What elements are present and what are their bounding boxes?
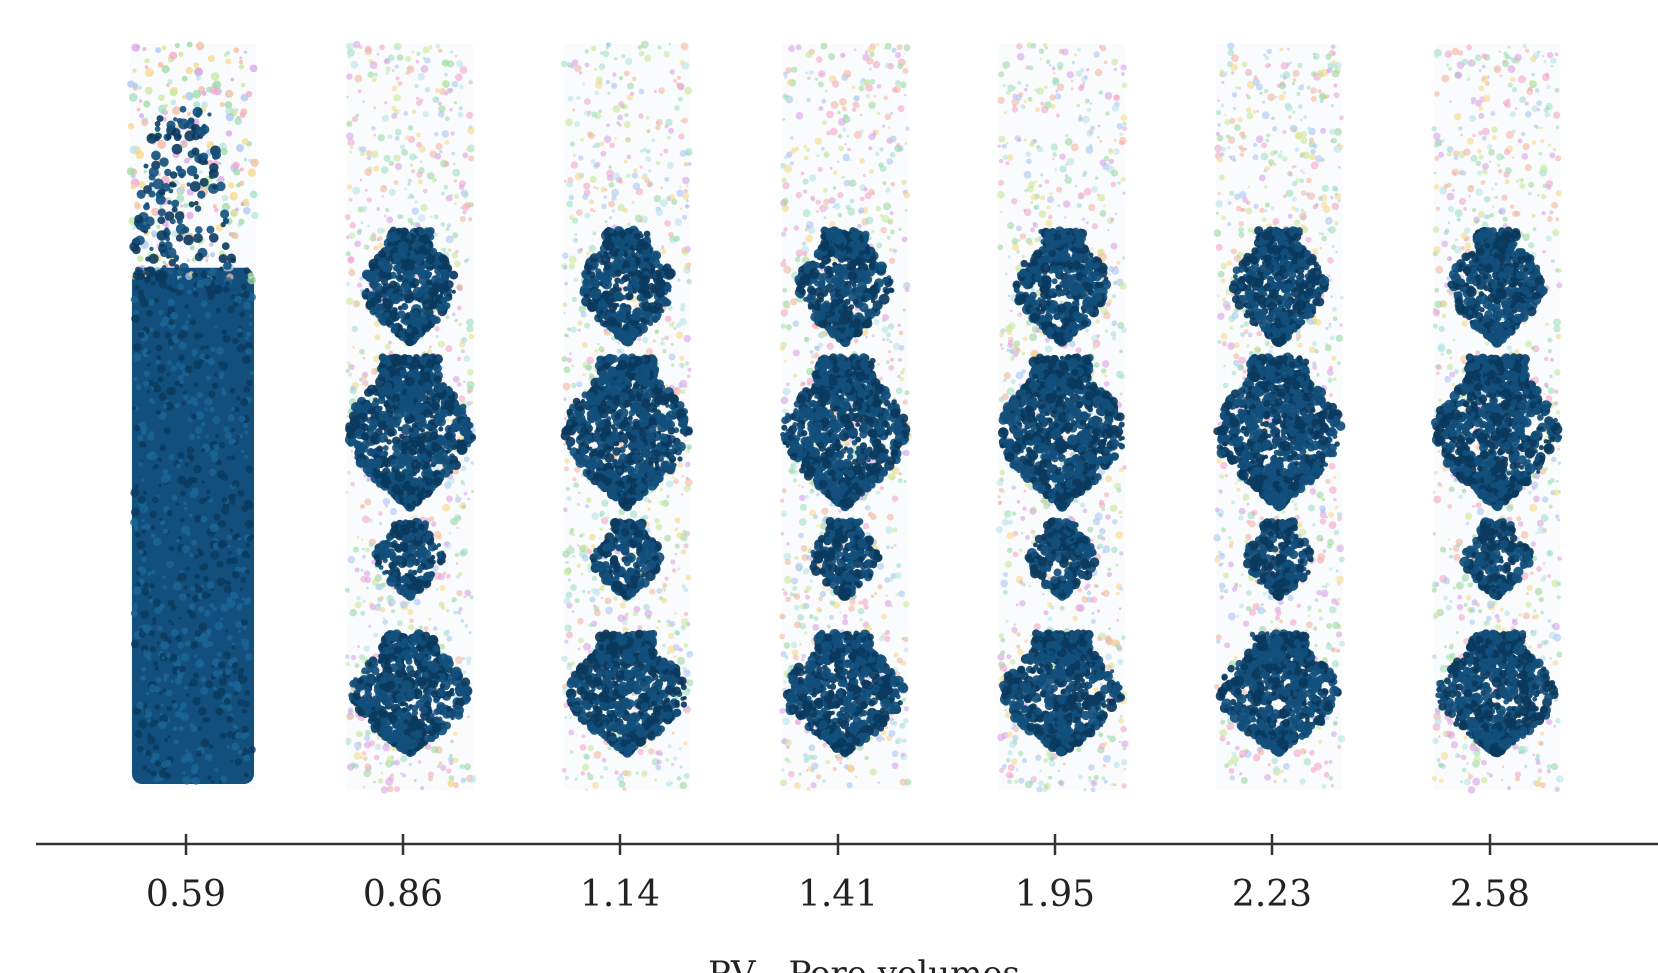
- tick-label-0.59: 0.59: [146, 874, 226, 915]
- tick-label-2.23: 2.23: [1232, 874, 1312, 915]
- tick-label-2.58: 2.58: [1450, 874, 1530, 915]
- pore-column-1.95: [995, 42, 1129, 793]
- tick-label-1.41: 1.41: [798, 874, 878, 915]
- tick-label-1.95: 1.95: [1015, 874, 1095, 915]
- pore-column-2.58: [1430, 43, 1564, 794]
- pv-axis-ticks: 0.59 0.86 1.14 1.41 1.95 2.23 2.58: [146, 834, 1530, 915]
- tick-label-1.14: 1.14: [580, 874, 660, 915]
- pore-column-0.86: [344, 40, 477, 794]
- pore-column-images: [126, 40, 1564, 794]
- pore-column-1.41: [779, 42, 912, 791]
- axis-title: PV - Pore volumes: [708, 954, 1020, 973]
- tick-label-0.86: 0.86: [363, 874, 443, 915]
- pore-column-0.59: [126, 41, 259, 790]
- pore-column-2.23: [1213, 42, 1346, 790]
- pore-column-1.14: [560, 40, 694, 792]
